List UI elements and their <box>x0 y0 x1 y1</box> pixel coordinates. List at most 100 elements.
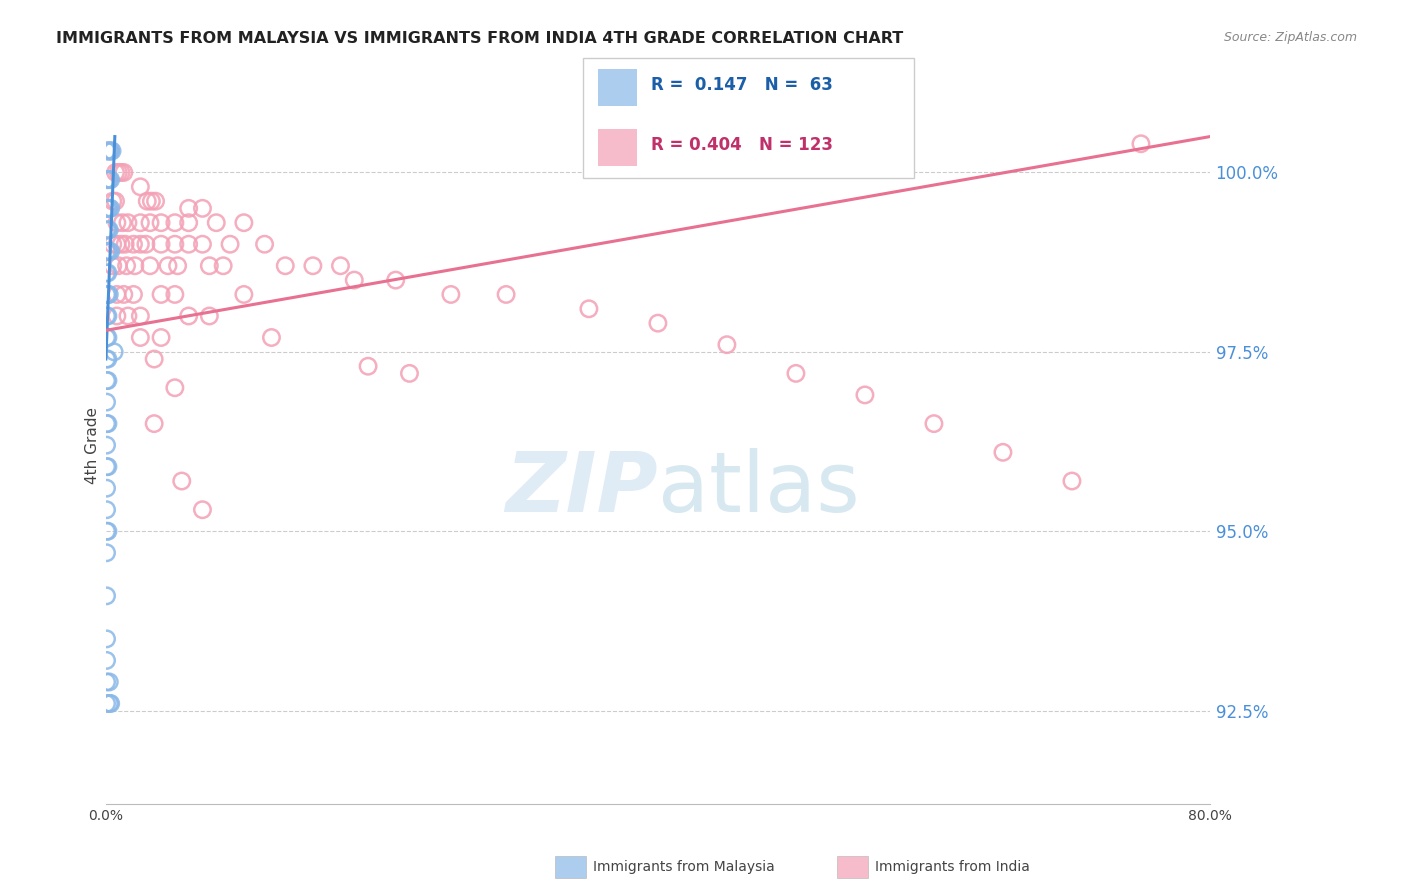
Point <box>117 309 139 323</box>
Point <box>96 438 118 452</box>
Point <box>97 352 120 367</box>
Point <box>96 374 118 388</box>
Point <box>96 223 118 237</box>
Point <box>117 216 139 230</box>
Point <box>139 216 162 230</box>
Point <box>97 287 120 301</box>
Text: R =  0.147   N =  63: R = 0.147 N = 63 <box>651 76 832 94</box>
Point <box>785 367 807 381</box>
Point <box>105 237 128 252</box>
Point <box>96 202 118 216</box>
Point <box>100 144 122 158</box>
Point <box>115 259 138 273</box>
Point <box>96 675 118 690</box>
Point <box>97 202 120 216</box>
Point <box>100 202 122 216</box>
Point <box>111 216 134 230</box>
Point <box>96 524 118 539</box>
Point <box>853 388 876 402</box>
Point <box>260 330 283 344</box>
Point <box>98 144 121 158</box>
Text: ZIP: ZIP <box>505 448 658 529</box>
Point <box>232 287 254 301</box>
Point <box>122 237 145 252</box>
Point <box>122 287 145 301</box>
Point <box>96 352 118 367</box>
Point <box>96 266 118 280</box>
Point <box>97 172 120 186</box>
Point <box>177 309 200 323</box>
Point <box>163 287 186 301</box>
Point <box>100 697 122 711</box>
Point <box>440 287 463 301</box>
Point <box>96 632 118 646</box>
Point <box>156 259 179 273</box>
Point <box>112 287 135 301</box>
Point <box>1060 474 1083 488</box>
Point <box>129 330 152 344</box>
Point <box>98 287 121 301</box>
Point <box>150 237 173 252</box>
Point <box>96 546 118 560</box>
Point <box>191 202 214 216</box>
Point <box>96 417 118 431</box>
Point <box>274 259 297 273</box>
Point <box>191 237 214 252</box>
Point <box>98 172 121 186</box>
Point <box>219 237 242 252</box>
Point <box>166 259 188 273</box>
Point <box>357 359 380 374</box>
Point <box>143 417 166 431</box>
Point <box>96 481 118 495</box>
Point <box>105 216 128 230</box>
Point <box>141 194 163 209</box>
Point <box>302 259 325 273</box>
Point <box>1129 136 1152 151</box>
Point <box>97 459 120 474</box>
Point <box>101 144 124 158</box>
Point <box>922 417 945 431</box>
Point <box>129 216 152 230</box>
Point <box>384 273 406 287</box>
Point <box>96 697 118 711</box>
Point <box>135 237 157 252</box>
Text: R = 0.404   N = 123: R = 0.404 N = 123 <box>651 136 832 154</box>
Point <box>578 301 600 316</box>
Point <box>129 309 152 323</box>
Point <box>107 165 129 179</box>
Point <box>96 309 118 323</box>
Point <box>96 330 118 344</box>
Point <box>177 202 200 216</box>
Point <box>716 337 738 351</box>
Point <box>105 309 128 323</box>
Point <box>191 502 214 516</box>
Point <box>101 259 124 273</box>
Point <box>110 165 132 179</box>
Point <box>98 244 121 259</box>
Point <box>129 237 152 252</box>
Point <box>97 417 120 431</box>
Point <box>136 194 159 209</box>
Point <box>96 287 118 301</box>
Point <box>96 244 118 259</box>
Point <box>232 216 254 230</box>
Text: Source: ZipAtlas.com: Source: ZipAtlas.com <box>1223 31 1357 45</box>
Point <box>198 309 221 323</box>
Point <box>101 194 124 209</box>
Text: atlas: atlas <box>658 448 859 529</box>
Point <box>104 165 127 179</box>
Point <box>124 259 146 273</box>
Point <box>97 223 120 237</box>
Point <box>98 202 121 216</box>
Point <box>100 244 122 259</box>
Point <box>398 367 420 381</box>
Point <box>205 216 228 230</box>
Point <box>98 223 121 237</box>
Point <box>129 179 152 194</box>
Point <box>96 459 118 474</box>
Point <box>96 395 118 409</box>
Point <box>647 316 669 330</box>
Point <box>150 216 173 230</box>
Point <box>150 287 173 301</box>
Point <box>253 237 276 252</box>
